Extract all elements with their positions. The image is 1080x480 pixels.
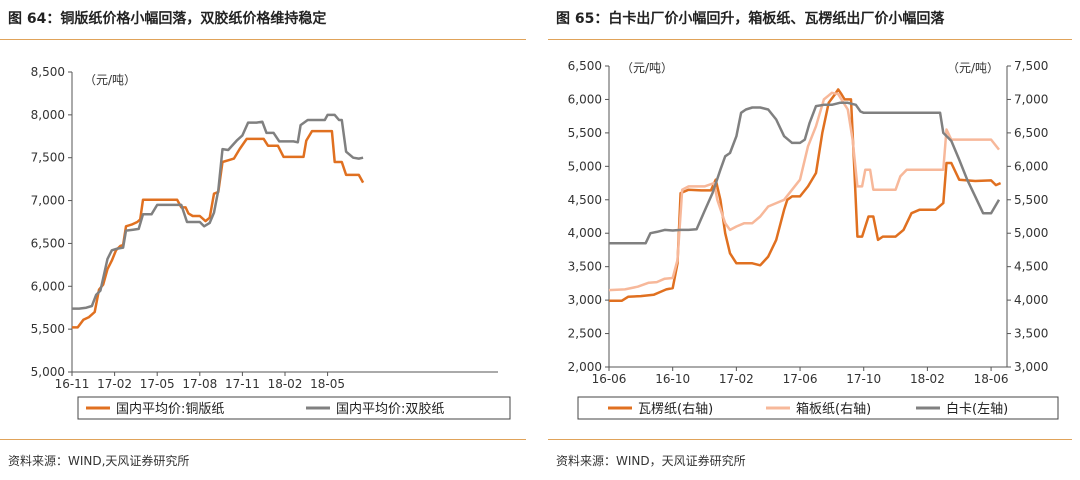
right-chart: 2,000 2,500 3,000 3,500 4,000 4,500 5,000 5,500… bbox=[568, 59, 1059, 420]
source-note: 资料来源：WIND，天风证券研究所 bbox=[556, 454, 746, 468]
x-tick-label: 17-02 bbox=[97, 377, 132, 391]
series-line bbox=[72, 129, 365, 329]
x-tick-label: 16-11 bbox=[55, 377, 90, 391]
y2-tick-label: 5,000 bbox=[1014, 226, 1048, 240]
y-tick-label: 4,000 bbox=[568, 226, 602, 240]
x-tick-label: 17-02 bbox=[719, 372, 754, 386]
x-tick-label: 16-06 bbox=[592, 372, 627, 386]
y-tick-label: 5,000 bbox=[568, 159, 602, 173]
x-tick-label: 17-08 bbox=[182, 377, 217, 391]
x-tick-label: 18-02 bbox=[910, 372, 945, 386]
legend-label: 白卡(左轴) bbox=[946, 401, 1008, 417]
y-tick-label: 7,000 bbox=[31, 194, 65, 208]
y2-tick-label: 4,500 bbox=[1014, 260, 1048, 274]
left-chart: 5,000 5,500 6,000 6,500 7,000 7,500 8,000 8,500… bbox=[31, 65, 511, 420]
y-tick-label: 6,000 bbox=[31, 279, 65, 293]
x-tick-label: 17-11 bbox=[225, 377, 260, 391]
source-divider bbox=[0, 439, 526, 440]
y-tick-label: 6,000 bbox=[568, 92, 602, 106]
x-tick-label: 18-02 bbox=[268, 377, 303, 391]
y2-tick-label: 5,500 bbox=[1014, 193, 1048, 207]
x-tick-label: 17-10 bbox=[846, 372, 881, 386]
source-note: 资料来源：WIND,天风证券研究所 bbox=[8, 454, 190, 468]
y-tick-label: 7,500 bbox=[31, 151, 65, 165]
left-chart-panel: 图 64：铜版纸价格小幅回落，双胶纸价格维持稳定 5,000 5,500 6,000… bbox=[0, 0, 534, 480]
chart-title: 图 65：白卡出厂价小幅回升，箱板纸、瓦楞纸出厂价小幅回落 bbox=[556, 11, 945, 27]
y-tick-label: 3,500 bbox=[568, 260, 602, 274]
y2-tick-label: 6,500 bbox=[1014, 126, 1048, 140]
series-line bbox=[608, 91, 1000, 292]
y2-tick-label: 6,000 bbox=[1014, 159, 1048, 173]
legend-label: 国内平均价:双胶纸 bbox=[336, 401, 444, 417]
y-tick-label: 3,000 bbox=[568, 293, 602, 307]
title-divider bbox=[548, 39, 1072, 40]
right-chart-panel: 图 65：白卡出厂价小幅回升，箱板纸、瓦楞纸出厂价小幅回落 2,000 2,500… bbox=[548, 0, 1080, 480]
legend-box bbox=[77, 396, 511, 420]
y2-tick-label: 4,000 bbox=[1014, 293, 1048, 307]
x-tick-label: 18-05 bbox=[310, 377, 345, 391]
y-tick-label: 2,500 bbox=[568, 327, 602, 341]
legend-label: 国内平均价:铜版纸 bbox=[116, 401, 224, 417]
y-tick-label: 5,000 bbox=[31, 365, 65, 379]
chart-title: 图 64：铜版纸价格小幅回落，双胶纸价格维持稳定 bbox=[8, 11, 327, 27]
y2-tick-label: 7,500 bbox=[1014, 59, 1048, 73]
unit-label-left: （元/吨） bbox=[621, 61, 673, 75]
y-tick-label: 5,500 bbox=[31, 322, 65, 336]
y2-tick-label: 3,500 bbox=[1014, 327, 1048, 341]
legend-box bbox=[577, 396, 1059, 420]
y-tick-label: 6,500 bbox=[31, 236, 65, 250]
title-divider bbox=[0, 39, 526, 40]
y2-tick-label: 3,000 bbox=[1014, 360, 1048, 374]
y-tick-label: 5,500 bbox=[568, 126, 602, 140]
series-line bbox=[609, 101, 1001, 245]
source-divider bbox=[548, 439, 1072, 440]
series-line bbox=[72, 113, 364, 310]
legend-label: 瓦楞纸(右轴) bbox=[638, 402, 713, 417]
unit-label-right: （元/吨） bbox=[947, 61, 999, 75]
y2-tick-label: 7,000 bbox=[1014, 92, 1048, 106]
y-tick-label: 4,500 bbox=[568, 193, 602, 207]
x-tick-label: 17-05 bbox=[140, 377, 175, 391]
y-tick-label: 2,000 bbox=[568, 360, 602, 374]
x-tick-label: 18-06 bbox=[974, 372, 1009, 386]
x-tick-label: 16-10 bbox=[655, 372, 690, 386]
unit-label: （元/吨） bbox=[84, 73, 136, 87]
y-tick-label: 8,500 bbox=[31, 65, 65, 79]
y-tick-label: 8,000 bbox=[31, 108, 65, 122]
legend-label: 箱板纸(右轴) bbox=[796, 401, 871, 417]
x-tick-label: 17-06 bbox=[783, 372, 818, 386]
y-tick-label: 6,500 bbox=[568, 59, 602, 73]
